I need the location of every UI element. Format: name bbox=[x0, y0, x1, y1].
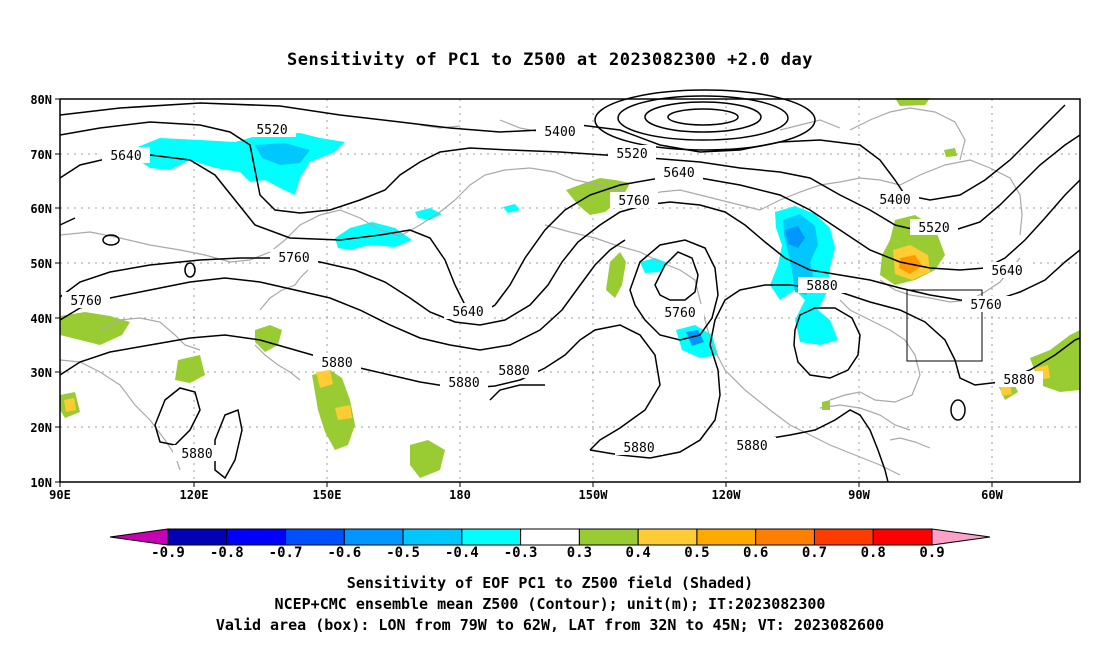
colorbar-tick-label: -0.9 bbox=[151, 545, 185, 561]
contour-label: 5400 bbox=[879, 193, 910, 208]
lat-label: 60N bbox=[30, 202, 52, 216]
figure-title: Sensitivity of PC1 to Z500 at 2023082300… bbox=[286, 50, 813, 70]
lon-label: 90E bbox=[49, 488, 71, 502]
colorbar-tick-label: 0.3 bbox=[567, 545, 592, 561]
contour-label: 5760 bbox=[970, 298, 1001, 313]
colorbar-tick-label: -0.7 bbox=[269, 545, 303, 561]
colorbar-swatch bbox=[343, 528, 404, 546]
contour-label: 5880 bbox=[1003, 373, 1034, 388]
colorbar-tick-label: -0.4 bbox=[445, 545, 479, 561]
contour-label: 5880 bbox=[623, 441, 654, 456]
colorbar-swatch bbox=[461, 528, 522, 546]
lon-label: 150E bbox=[313, 488, 342, 502]
caption-line-2: NCEP+CMC ensemble mean Z500 (Contour); u… bbox=[274, 595, 826, 613]
shade-cyan-bering bbox=[503, 204, 520, 213]
colorbar: -0.9 -0.8 -0.7 -0.6 -0.5 -0.4 -0.3 0.3 0.4 0.5 0.6… bbox=[109, 528, 991, 561]
colorbar-tick-label: -0.6 bbox=[327, 545, 361, 561]
contour-label: 5760 bbox=[278, 251, 309, 266]
colorbar-tick-label: -0.5 bbox=[386, 545, 420, 561]
contour-label: 5760 bbox=[70, 294, 101, 309]
contour-label: 5520 bbox=[616, 147, 647, 162]
shade-green-wpac2 bbox=[175, 355, 205, 383]
colorbar-swatch bbox=[226, 528, 287, 546]
colorbar-tick-label: 0.6 bbox=[743, 545, 768, 561]
shade-lightblue-siberia bbox=[255, 143, 310, 165]
contour-label: 5640 bbox=[663, 166, 694, 181]
lon-label: 120E bbox=[180, 488, 209, 502]
shade-cyan-okhotsk bbox=[415, 208, 442, 220]
contour-label: 5640 bbox=[991, 264, 1022, 279]
contour-label: 5520 bbox=[918, 221, 949, 236]
contour-label: 5880 bbox=[806, 279, 837, 294]
colorbar-tick-label: 0.7 bbox=[802, 545, 827, 561]
contour-label: 5880 bbox=[321, 356, 352, 371]
contour-label: 5880 bbox=[181, 447, 212, 462]
shade-cyan-alaska bbox=[640, 258, 668, 273]
colorbar-tick-label: -0.3 bbox=[504, 545, 538, 561]
colorbar-right-arrow bbox=[931, 528, 991, 546]
colorbar-swatch bbox=[520, 528, 580, 546]
colorbar-swatch bbox=[696, 528, 757, 546]
colorbar-tick-label: 0.4 bbox=[626, 545, 651, 561]
lat-label: 40N bbox=[30, 312, 52, 326]
captions: Sensitivity of EOF PC1 to Z500 field (Sh… bbox=[0, 573, 1100, 636]
colorbar-tick-label: 0.5 bbox=[684, 545, 709, 561]
lon-label: 150W bbox=[579, 488, 609, 502]
sensitivity-shading bbox=[60, 98, 1080, 478]
plot-frame bbox=[59, 98, 1081, 483]
colorbar-swatch bbox=[402, 528, 463, 546]
shade-green-greenland bbox=[895, 98, 930, 106]
lat-label: 50N bbox=[30, 257, 52, 271]
contour-label: 5400 bbox=[544, 125, 575, 140]
shade-green-china bbox=[60, 312, 130, 345]
colorbar-swatch bbox=[813, 528, 874, 546]
contour-label: 5760 bbox=[618, 194, 649, 209]
contour-labels: 5520 5640 5400 5520 5640 5760 5760 5760 … bbox=[62, 121, 1043, 462]
shade-yellow-wpac bbox=[316, 370, 333, 388]
latitude-labels: 80N 70N 60N 50N 40N 30N 20N 10N bbox=[30, 93, 52, 490]
colorbar-swatch bbox=[872, 528, 933, 546]
colorbar-swatch bbox=[755, 528, 815, 546]
colorbar-swatch bbox=[167, 528, 228, 546]
lat-label: 80N bbox=[30, 93, 52, 107]
contour-label: 5640 bbox=[110, 149, 141, 164]
lat-label: 10N bbox=[30, 476, 52, 490]
shade-blue-pacnw bbox=[686, 330, 704, 346]
longitude-labels: 90E 120E 150E 180 150W 120W 90W 60W bbox=[49, 488, 1003, 502]
shade-yellow-wpac3 bbox=[64, 398, 76, 412]
caption-line-3: Valid area (box): LON from 79W to 62W, L… bbox=[215, 616, 885, 634]
contour-label: 5880 bbox=[448, 376, 479, 391]
lon-label: 90W bbox=[848, 488, 870, 502]
shade-yellow-wpac2 bbox=[335, 405, 352, 420]
lon-label: 120W bbox=[712, 488, 742, 502]
shade-green-wpac4 bbox=[410, 440, 445, 478]
contour-label: 5640 bbox=[452, 305, 483, 320]
axis-ticks bbox=[55, 98, 993, 487]
shade-green-greenland2 bbox=[944, 148, 957, 157]
valid-area-box bbox=[906, 289, 983, 362]
lat-label: 30N bbox=[30, 366, 52, 380]
colorbar-swatch bbox=[637, 528, 698, 546]
shade-green-gulfofalaska bbox=[606, 252, 626, 298]
colorbar-tick-label: -0.8 bbox=[210, 545, 244, 561]
contour-label: 5760 bbox=[664, 306, 695, 321]
contour-label: 5880 bbox=[498, 364, 529, 379]
colorbar-swatch bbox=[285, 528, 345, 546]
lat-label: 20N bbox=[30, 421, 52, 435]
contour-label: 5880 bbox=[736, 439, 767, 454]
contour-label: 5520 bbox=[256, 123, 287, 138]
colorbar-left-arrow bbox=[109, 528, 169, 546]
shade-blue-canada bbox=[785, 226, 805, 248]
shade-green-japan bbox=[255, 325, 282, 352]
colorbar-tick-label: 0.8 bbox=[861, 545, 886, 561]
lat-label: 70N bbox=[30, 148, 52, 162]
lon-label: 60W bbox=[981, 488, 1003, 502]
caption-line-1: Sensitivity of EOF PC1 to Z500 field (Sh… bbox=[346, 574, 754, 592]
colorbar-tick-label: 0.9 bbox=[919, 545, 944, 561]
colorbar-swatch bbox=[578, 528, 639, 546]
lon-label: 180 bbox=[449, 488, 471, 502]
shade-green-wpac1 bbox=[312, 370, 355, 450]
